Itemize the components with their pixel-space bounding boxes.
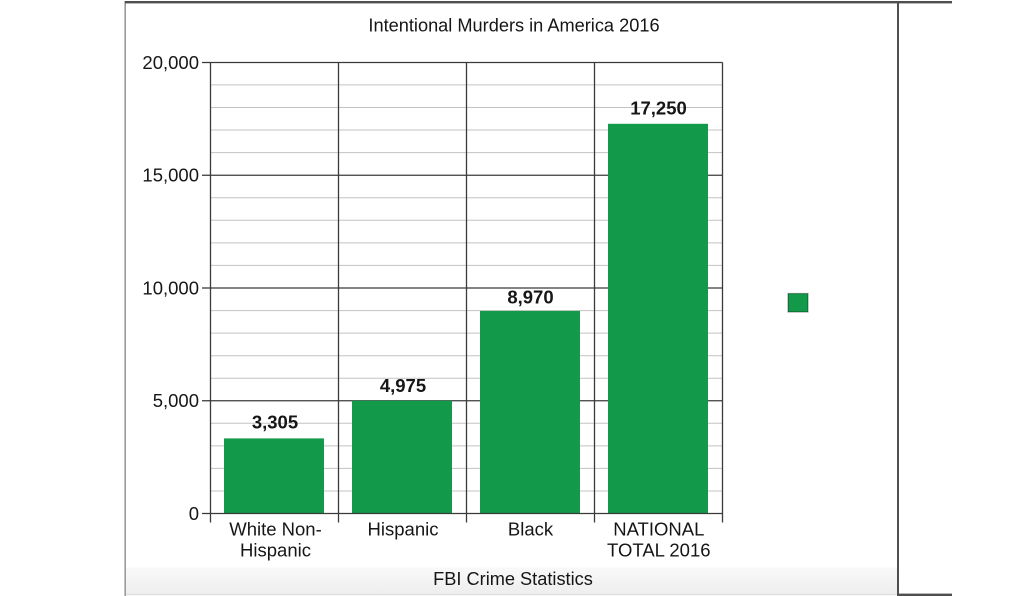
svg-text:3,305: 3,305 [252, 412, 298, 433]
svg-text:Hispanic: Hispanic [240, 540, 311, 561]
svg-text:NATIONAL: NATIONAL [613, 519, 704, 540]
svg-text:17,250: 17,250 [630, 97, 687, 118]
svg-text:Hispanic: Hispanic [368, 519, 439, 540]
svg-text:White Non-: White Non- [229, 519, 322, 540]
svg-text:8,970: 8,970 [507, 286, 553, 307]
svg-text:15,000: 15,000 [142, 165, 199, 186]
svg-text:FBI Crime Statistics: FBI Crime Statistics [433, 569, 593, 589]
svg-text:Intentional Murders in America: Intentional Murders in America 2016 [368, 15, 659, 35]
svg-text:TOTAL 2016: TOTAL 2016 [607, 540, 711, 561]
svg-text:Black: Black [508, 519, 554, 540]
svg-text:5,000: 5,000 [153, 390, 199, 411]
svg-text:0: 0 [189, 503, 199, 524]
svg-text:10,000: 10,000 [142, 278, 199, 299]
svg-text:4,975: 4,975 [380, 375, 426, 396]
svg-text:20,000: 20,000 [142, 52, 199, 73]
